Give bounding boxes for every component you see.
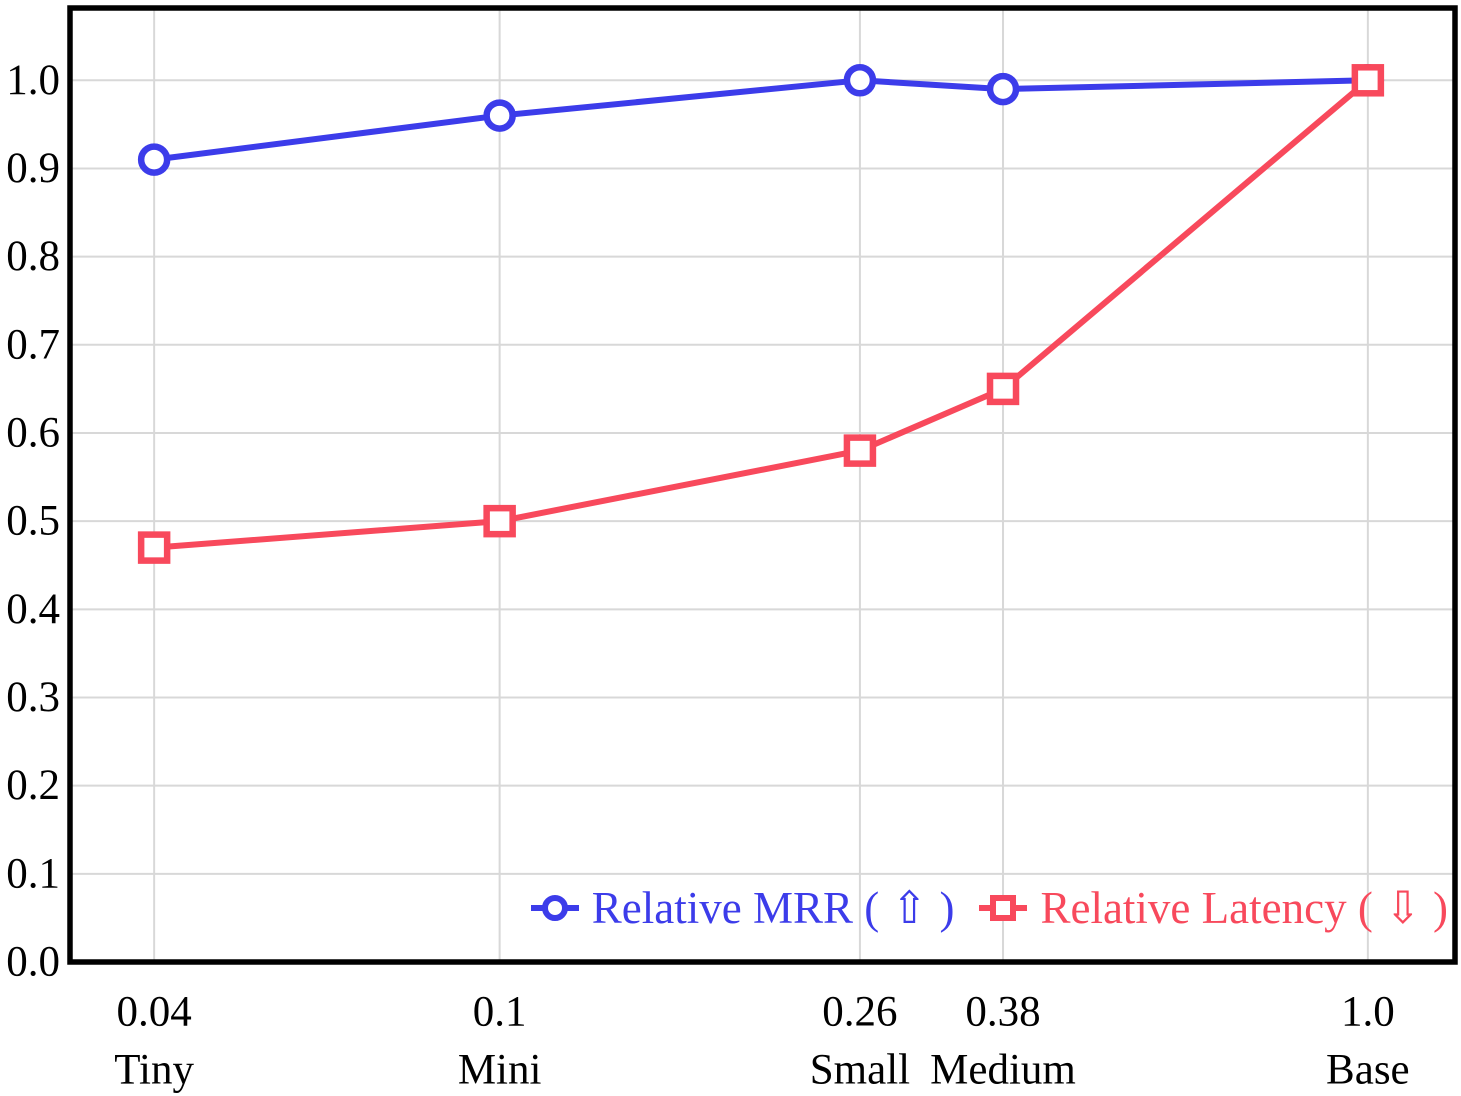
x-tick-value-label: 0.38 [965,989,1040,1036]
y-tick-label: 1.0 [6,57,60,104]
x-tick-name-label: Base [1326,1047,1410,1094]
y-tick-label: 0.3 [6,674,60,721]
circle-marker-icon [530,895,579,921]
y-tick-label: 0.1 [6,850,60,897]
y-tick-label: 0.7 [6,321,60,368]
data-point-marker [1351,64,1385,97]
y-tick-label: 0.4 [6,586,60,633]
series-line-0 [151,77,1371,163]
legend: Relative MRR ( ⇧ ) Relative Latency ( ⇩ … [530,876,1448,940]
x-tick-name-label: Medium [930,1047,1076,1094]
data-point-marker [843,64,877,97]
x-tick-name-label: Tiny [114,1047,194,1094]
x-tick-value-label: 0.04 [117,989,192,1036]
y-tick-label: 0.9 [6,145,60,192]
x-tick-name-label: Mini [458,1047,542,1094]
data-point-marker [483,99,516,132]
y-tick-label: 0.8 [6,233,60,280]
legend-label-relative-mrr: Relative MRR ( ⇧ ) [591,882,955,933]
legend-item-relative-mrr: Relative MRR ( ⇧ ) [530,882,955,933]
x-tick-name-label: Small [810,1047,910,1094]
data-point-marker [137,531,171,564]
x-tick-value-label: 1.0 [1341,989,1395,1036]
square-marker-icon [979,895,1028,921]
y-tick-label: 0.5 [6,498,60,545]
x-tick-value-label: 0.1 [473,989,527,1036]
data-point-marker [986,72,1020,106]
y-tick-label: 0.2 [6,762,60,809]
axes-frame [67,5,1458,965]
data-point-marker [483,504,516,538]
y-tick-label: 0.0 [6,939,60,986]
series-line-1 [151,77,1371,551]
y-tick-label: 0.6 [6,409,60,456]
data-point-marker [986,372,1020,406]
data-point-marker [843,434,877,467]
legend-label-relative-latency: Relative Latency ( ⇩ ) [1040,882,1448,933]
data-point-marker [137,143,171,176]
legend-item-relative-latency: Relative Latency ( ⇩ ) [978,882,1448,933]
x-tick-value-label: 0.26 [822,989,897,1036]
